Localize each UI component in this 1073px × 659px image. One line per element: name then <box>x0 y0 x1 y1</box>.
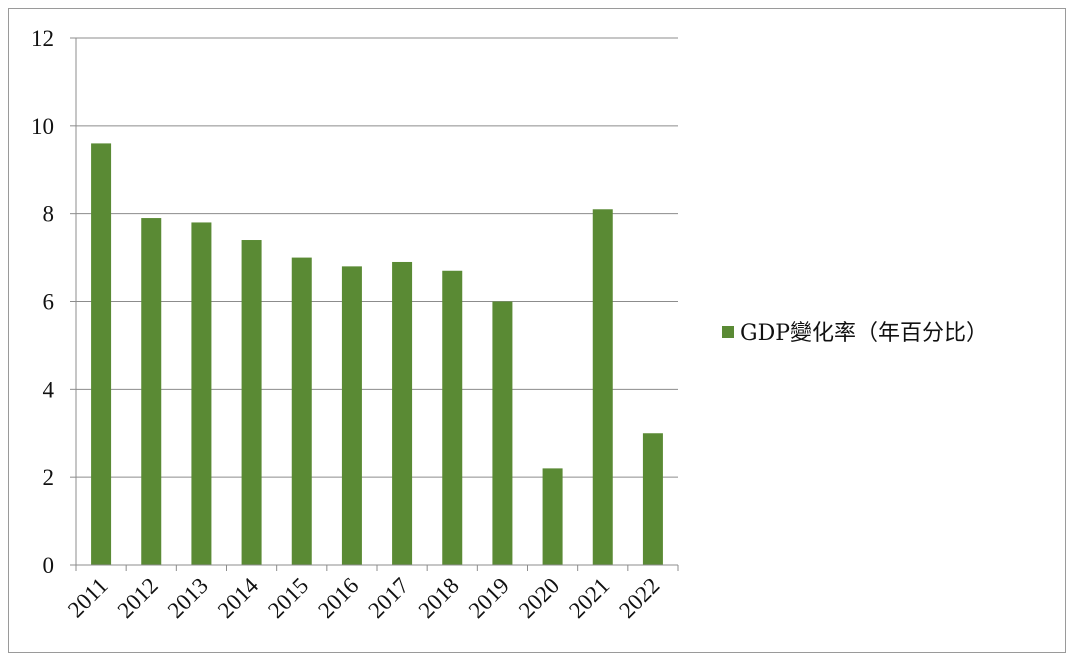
y-tick-label: 4 <box>43 377 55 402</box>
bar-2018 <box>442 270 463 565</box>
y-tick-label: 2 <box>43 465 55 490</box>
x-tick-label: 2021 <box>564 573 614 623</box>
bar-2022 <box>642 433 663 565</box>
x-tick-label: 2012 <box>113 573 163 623</box>
bar-2013 <box>191 222 212 565</box>
x-tick-label: 2013 <box>163 573 213 623</box>
x-tick-label: 2020 <box>514 573 564 623</box>
bar-2012 <box>141 218 162 565</box>
bar-2020 <box>542 468 563 565</box>
x-tick-label: 2011 <box>63 573 113 623</box>
legend-swatch <box>722 326 734 338</box>
y-tick-label: 12 <box>31 26 54 51</box>
chart-frame <box>8 8 1066 653</box>
x-tick-label: 2015 <box>263 573 313 623</box>
legend: GDP變化率（年百分比） <box>722 321 988 346</box>
gridlines <box>76 37 678 478</box>
bar-2017 <box>392 261 413 565</box>
x-axis: 2011 2012 2013 2014 2015 2016 2017 2018 2019 2020… <box>63 564 679 624</box>
y-axis: 0 2 4 6 8 10 12 <box>31 26 77 578</box>
x-tick-label: 2017 <box>363 573 413 623</box>
bars <box>91 143 663 565</box>
y-tick-label: 6 <box>43 290 55 315</box>
x-tick-label: 2018 <box>414 573 464 623</box>
legend-label: GDP變化率（年百分比） <box>740 321 988 346</box>
x-tick-label: 2014 <box>213 573 264 624</box>
x-tick-label: 2019 <box>464 573 514 623</box>
x-tick-label: 2016 <box>313 573 363 623</box>
bar-2015 <box>291 257 312 565</box>
bar-2011 <box>91 143 112 565</box>
bar-2014 <box>241 240 262 565</box>
bar-2021 <box>592 209 613 565</box>
y-tick-label: 10 <box>31 114 54 139</box>
x-tick-label: 2022 <box>614 573 664 623</box>
y-tick-label: 8 <box>43 202 55 227</box>
bar-2016 <box>341 266 362 565</box>
bar-2019 <box>492 301 513 565</box>
y-tick-label: 0 <box>43 553 55 578</box>
